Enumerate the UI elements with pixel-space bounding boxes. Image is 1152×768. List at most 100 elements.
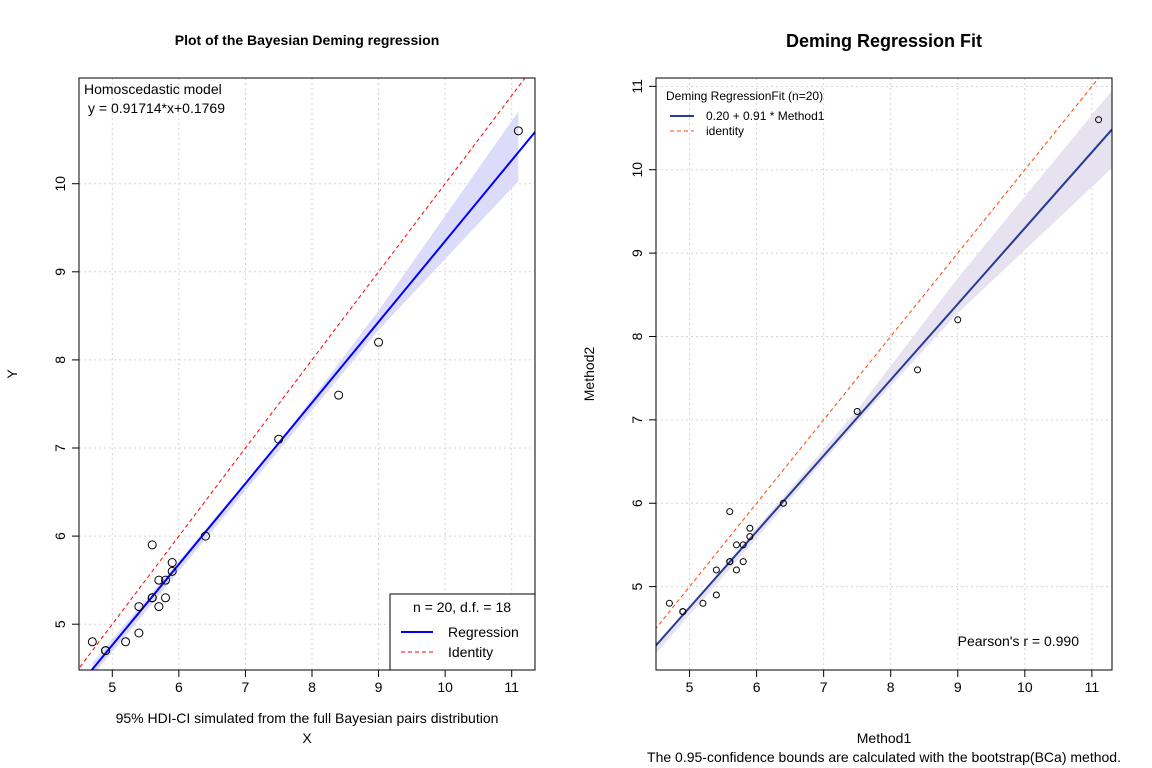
left-lines — [79, 78, 535, 670]
y-tick-label-3: 8 — [52, 356, 68, 364]
data-point-15 — [200, 531, 210, 541]
right-x-label: Method1 — [857, 730, 912, 746]
data-point-16 — [274, 434, 284, 444]
y-tick-label-4: 9 — [629, 249, 645, 257]
y-tick-label-5: 10 — [629, 162, 645, 178]
data-point-10 — [732, 541, 740, 549]
identity-line — [656, 78, 1100, 630]
data-point-7 — [147, 593, 157, 603]
x-tick-label-3: 8 — [887, 679, 895, 695]
data-point-18 — [954, 316, 962, 324]
y-tick-label-2: 7 — [629, 416, 645, 424]
left-x-axis: 5 6 7 8 9 10 11 — [108, 669, 519, 695]
left-y-label: Y — [4, 369, 20, 379]
data-point-16 — [853, 408, 861, 416]
x-tick-label-5: 10 — [1017, 679, 1033, 695]
y-tick-label-0: 5 — [629, 583, 645, 591]
y-tick-label-3: 8 — [629, 332, 645, 340]
right-plot-frame — [655, 77, 1113, 671]
right-chart: Deming Regression Fit 5 6 7 8 9 10 11 5 6 7 8 9 10 1… — [581, 31, 1121, 765]
x-tick-label-1: 6 — [753, 679, 761, 695]
y-tick-label-2: 7 — [52, 444, 68, 452]
x-tick-label-6: 11 — [504, 679, 519, 695]
right-annotation-pearson: Pearson's r = 0.990 — [958, 633, 1080, 649]
y-tick-label-1: 6 — [629, 499, 645, 507]
right-legend-identity-label: identity — [706, 124, 744, 138]
x-tick-label-0: 5 — [108, 679, 116, 695]
left-legend-title: n = 20, d.f. = 18 — [413, 599, 511, 615]
right-x-axis: 5 6 7 8 9 10 11 — [686, 669, 1100, 695]
left-legend-regression-label: Regression — [448, 624, 519, 640]
left-y-axis: 5 6 7 8 9 10 — [52, 176, 80, 628]
data-point-11 — [161, 593, 171, 603]
regression-line — [656, 127, 1112, 647]
x-tick-label-2: 7 — [820, 679, 828, 695]
right-ci-band — [656, 90, 1112, 654]
right-chart-title: Deming Regression Fit — [786, 31, 982, 51]
right-lines — [656, 78, 1112, 647]
x-tick-label-5: 10 — [437, 679, 453, 695]
left-annotation-equation: y = 0.91714*x+0.1769 — [88, 100, 225, 116]
left-grid — [79, 78, 535, 670]
ci-band — [92, 111, 519, 670]
data-point-0 — [665, 599, 673, 607]
data-point-5 — [134, 602, 144, 612]
data-point-17 — [334, 390, 344, 400]
data-point-4 — [134, 628, 144, 638]
data-point-11 — [739, 558, 747, 566]
y-tick-label-5: 10 — [52, 176, 68, 192]
regression-line — [90, 130, 535, 670]
identity-line — [79, 78, 526, 670]
x-tick-label-4: 9 — [375, 679, 383, 695]
y-tick-label-6: 11 — [629, 79, 645, 94]
ci-band — [656, 90, 1112, 654]
data-point-15 — [779, 499, 787, 507]
left-x-label: X — [302, 730, 312, 746]
data-point-13 — [167, 566, 177, 576]
data-point-12 — [739, 541, 747, 549]
data-point-0 — [87, 637, 97, 647]
x-tick-label-2: 7 — [242, 679, 250, 695]
x-tick-label-0: 5 — [686, 679, 694, 695]
data-point-12 — [161, 575, 171, 585]
x-tick-label-6: 11 — [1085, 679, 1100, 695]
data-point-9 — [154, 602, 164, 612]
data-point-14 — [746, 524, 754, 532]
left-legend-identity-label: Identity — [448, 644, 493, 660]
data-point-10 — [154, 575, 164, 585]
left-legend: n = 20, d.f. = 18 Regression Identity — [389, 593, 536, 671]
data-point-8 — [147, 540, 157, 550]
right-y-label: Method2 — [581, 347, 597, 402]
data-point-3 — [121, 637, 131, 647]
x-tick-label-4: 9 — [954, 679, 962, 695]
data-point-5 — [712, 566, 720, 574]
data-point-7 — [726, 558, 734, 566]
right-legend-regression-label: 0.20 + 0.91 * Method1 — [706, 109, 825, 123]
data-point-19 — [1095, 116, 1103, 124]
data-point-18 — [374, 337, 384, 347]
left-subtitle: 95% HDI-CI simulated from the full Bayes… — [116, 710, 499, 726]
y-tick-label-0: 5 — [52, 620, 68, 628]
left-chart: Plot of the Bayesian Deming regression 5… — [4, 32, 536, 746]
y-tick-label-4: 9 — [52, 268, 68, 276]
data-point-2 — [101, 646, 111, 656]
right-legend: Deming RegressionFit (n=20) 0.20 + 0.91 … — [666, 89, 825, 138]
data-point-19 — [513, 126, 523, 136]
left-ci-band — [92, 111, 519, 670]
right-subtitle: The 0.95-confidence bounds are calculate… — [647, 749, 1121, 765]
x-tick-label-3: 8 — [308, 679, 316, 695]
data-point-4 — [712, 591, 720, 599]
data-point-3 — [699, 599, 707, 607]
data-point-14 — [167, 558, 177, 568]
data-point-13 — [746, 533, 754, 541]
data-point-17 — [914, 366, 922, 374]
data-point-9 — [732, 566, 740, 574]
right-grid — [656, 78, 1112, 670]
right-y-axis: 5 6 7 8 9 10 11 — [629, 79, 657, 591]
y-tick-label-1: 6 — [52, 532, 68, 540]
left-plot-frame — [78, 77, 536, 671]
right-points — [665, 116, 1103, 616]
x-tick-label-1: 6 — [175, 679, 183, 695]
right-legend-title: Deming RegressionFit (n=20) — [666, 89, 823, 103]
